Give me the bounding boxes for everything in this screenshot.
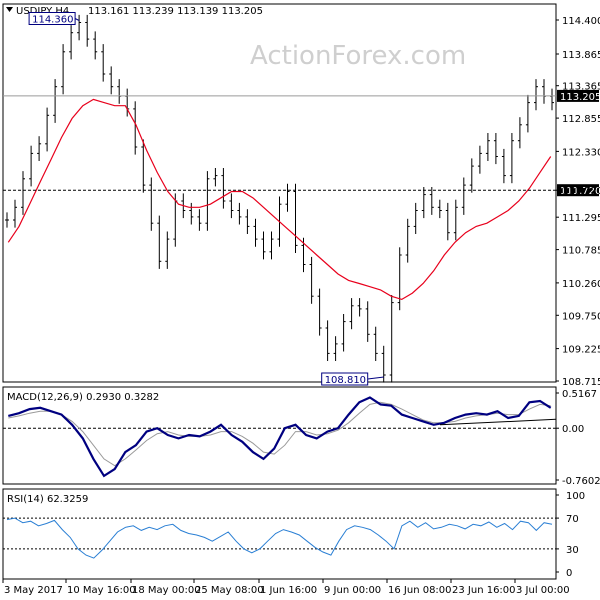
price-y-tick-label: 113.865 — [562, 50, 600, 61]
macd-line — [8, 396, 552, 478]
macd-trendline — [439, 418, 557, 426]
price-y-tick-label: 111.720 — [562, 186, 600, 197]
macd-y-tick-label: 0.00 — [562, 424, 584, 435]
price-y-tick-label: 112.855 — [562, 114, 600, 125]
price-panel-frame — [2, 3, 557, 383]
price-plot: 113.205 111.720 114.360 108.810 — [3, 12, 600, 386]
x-tick-label: 25 May 08:00 — [195, 585, 264, 596]
x-tick-label: 3 Jul 00:00 — [516, 585, 570, 596]
price-y-tick-label: 110.260 — [562, 279, 600, 290]
price-y-tick-label: 113.365 — [562, 82, 600, 93]
macd-y-tick-label: -0.7602 — [562, 476, 600, 487]
axes: 114.400 113.865 113.365 112.855 112.330 111.7… — [2, 16, 600, 596]
macd-signal-line — [8, 401, 551, 467]
price-y-tick-label: 110.785 — [562, 246, 600, 257]
x-tick-label: 18 May 00:00 — [132, 585, 201, 596]
x-tick-label: 23 Jun 16:00 — [452, 585, 516, 596]
price-level-tag-label: 113.205 — [560, 92, 600, 103]
extreme-annotation-pointer — [367, 376, 384, 380]
moving-average-line — [7, 98, 552, 301]
rsi-plot — [3, 517, 556, 559]
price-y-tick-label: 109.750 — [562, 311, 600, 322]
price-level-tag-label: 111.720 — [560, 186, 600, 197]
symbol-label: USDJPY,H4 — [16, 6, 69, 17]
price-y-tick-label: 111.295 — [562, 213, 600, 224]
watermark: ActionForex.com — [250, 41, 466, 71]
rsi-y-tick-label: 30 — [566, 545, 579, 556]
macd-plot — [3, 396, 557, 478]
rsi-indicator-label: RSI(14) 62.3259 — [7, 494, 88, 505]
dropdown-arrow-icon[interactable] — [6, 7, 13, 12]
x-tick-label: 10 May 16:00 — [67, 585, 136, 596]
price-level-tag — [557, 89, 599, 102]
price-level-tag — [557, 184, 599, 197]
x-tick-label: 9 Jun 00:00 — [324, 585, 381, 596]
rsi-y-tick-label: 0 — [566, 568, 572, 579]
price-y-tick-label: 112.330 — [562, 147, 600, 158]
rsi-line — [6, 517, 553, 559]
macd-indicator-label: MACD(12,26,9) 0.2930 0.3282 — [7, 392, 159, 403]
extreme-annotation-label: 108.810 — [325, 375, 366, 386]
price-y-tick-label: 114.400 — [562, 16, 600, 27]
rsi-y-tick-label: 100 — [566, 491, 585, 502]
rsi-y-tick-label: 70 — [566, 514, 579, 525]
x-tick-label: 16 Jun 08:00 — [388, 585, 452, 596]
x-tick-label: 1 Jun 16:00 — [260, 585, 317, 596]
macd-y-tick-label: 0.5167 — [562, 389, 597, 400]
ohlc-readout: 113.161 113.239 113.139 113.205 — [88, 6, 263, 17]
price-y-tick-label: 109.225 — [562, 345, 600, 356]
rsi-panel-frame — [2, 488, 557, 580]
price-y-tick-label: 108.715 — [562, 377, 600, 388]
x-tick-label: 3 May 2017 — [4, 585, 63, 596]
extreme-annotation-label: 114.360 — [32, 15, 73, 26]
macd-panel-frame — [2, 386, 557, 485]
extreme-annotation-pointer — [74, 18, 80, 21]
